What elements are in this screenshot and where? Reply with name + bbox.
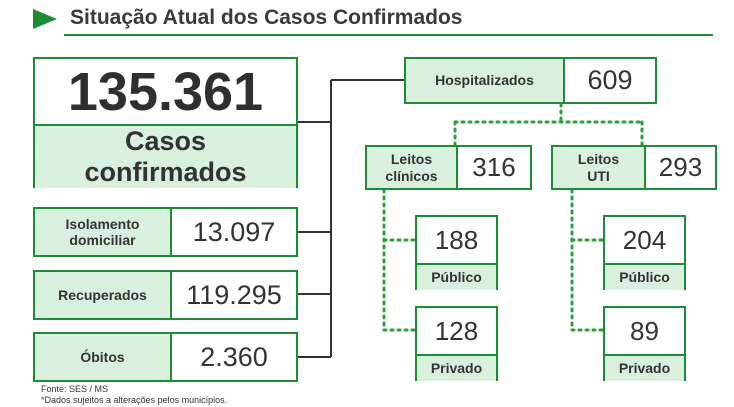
recovered-card: Recuperados 119.295 — [33, 270, 298, 320]
page-title: Situação Atual dos Casos Confirmados — [70, 6, 463, 29]
clinical-beds-label-line2: clínicos — [385, 167, 438, 184]
icu-beds-label-line2: UTI — [587, 167, 610, 184]
icu-beds-label-line1: Leitos — [577, 151, 620, 168]
home-isolation-label-line1: Isolamento — [65, 215, 140, 232]
source-note: Fonte: SES / MS — [41, 384, 109, 394]
icu-public-value: 204 — [622, 224, 667, 255]
disclaimer-note: *Dados sujeitos a alterações pelos munic… — [41, 395, 228, 405]
clinical-public-label: Público — [417, 263, 496, 290]
hospitalized-label: Hospitalizados — [406, 59, 565, 102]
clinical-beds-card: Leitos clínicos 316 — [365, 145, 532, 190]
confirmed-cases-value: 135.361 — [67, 61, 264, 122]
solid-bracket — [298, 79, 404, 358]
icu-private-label: Privado — [605, 354, 684, 381]
hospitalized-value: 609 — [587, 65, 633, 95]
icu-beds-value: 293 — [658, 152, 703, 182]
clinical-public-card: 188 Público — [415, 215, 498, 290]
icu-beds-label: Leitos UTI — [553, 147, 646, 188]
confirmed-cases-label: Casos confirmados — [35, 124, 296, 188]
clinical-beds-value: 316 — [472, 152, 516, 182]
clinical-public-value: 188 — [434, 224, 479, 255]
clinical-private-card: 128 Privado — [415, 306, 498, 381]
confirmed-label-line2: confirmados — [84, 157, 247, 187]
recovered-value: 119.295 — [186, 279, 282, 310]
deaths-value: 2.360 — [200, 341, 268, 372]
home-isolation-label: Isolamento domiciliar — [35, 209, 172, 255]
home-isolation-card: Isolamento domiciliar 13.097 — [33, 207, 298, 257]
confirmed-label-line1: Casos — [124, 125, 207, 156]
icu-private-card: 89 Privado — [603, 306, 686, 381]
clinical-private-label: Privado — [417, 354, 496, 381]
home-isolation-value: 13.097 — [192, 216, 276, 247]
dotted-connectors — [382, 102, 644, 332]
clinical-beds-label-line1: Leitos — [390, 151, 433, 168]
icu-public-card: 204 Público — [603, 215, 686, 290]
play-triangle-icon — [33, 9, 57, 29]
recovered-label: Recuperados — [35, 272, 172, 318]
clinical-beds-label: Leitos clínicos — [367, 147, 458, 188]
icu-beds-card: Leitos UTI 293 — [551, 145, 717, 190]
confirmed-cases-card: 135.361 Casos confirmados — [33, 57, 298, 188]
deaths-label: Óbitos — [35, 334, 172, 380]
clinical-private-value: 128 — [434, 315, 479, 346]
icu-private-value: 89 — [630, 315, 659, 346]
icu-public-label: Público — [605, 263, 684, 290]
home-isolation-label-line2: domiciliar — [69, 232, 136, 248]
hospitalized-card: Hospitalizados 609 — [404, 57, 657, 104]
deaths-card: Óbitos 2.360 — [33, 332, 298, 382]
